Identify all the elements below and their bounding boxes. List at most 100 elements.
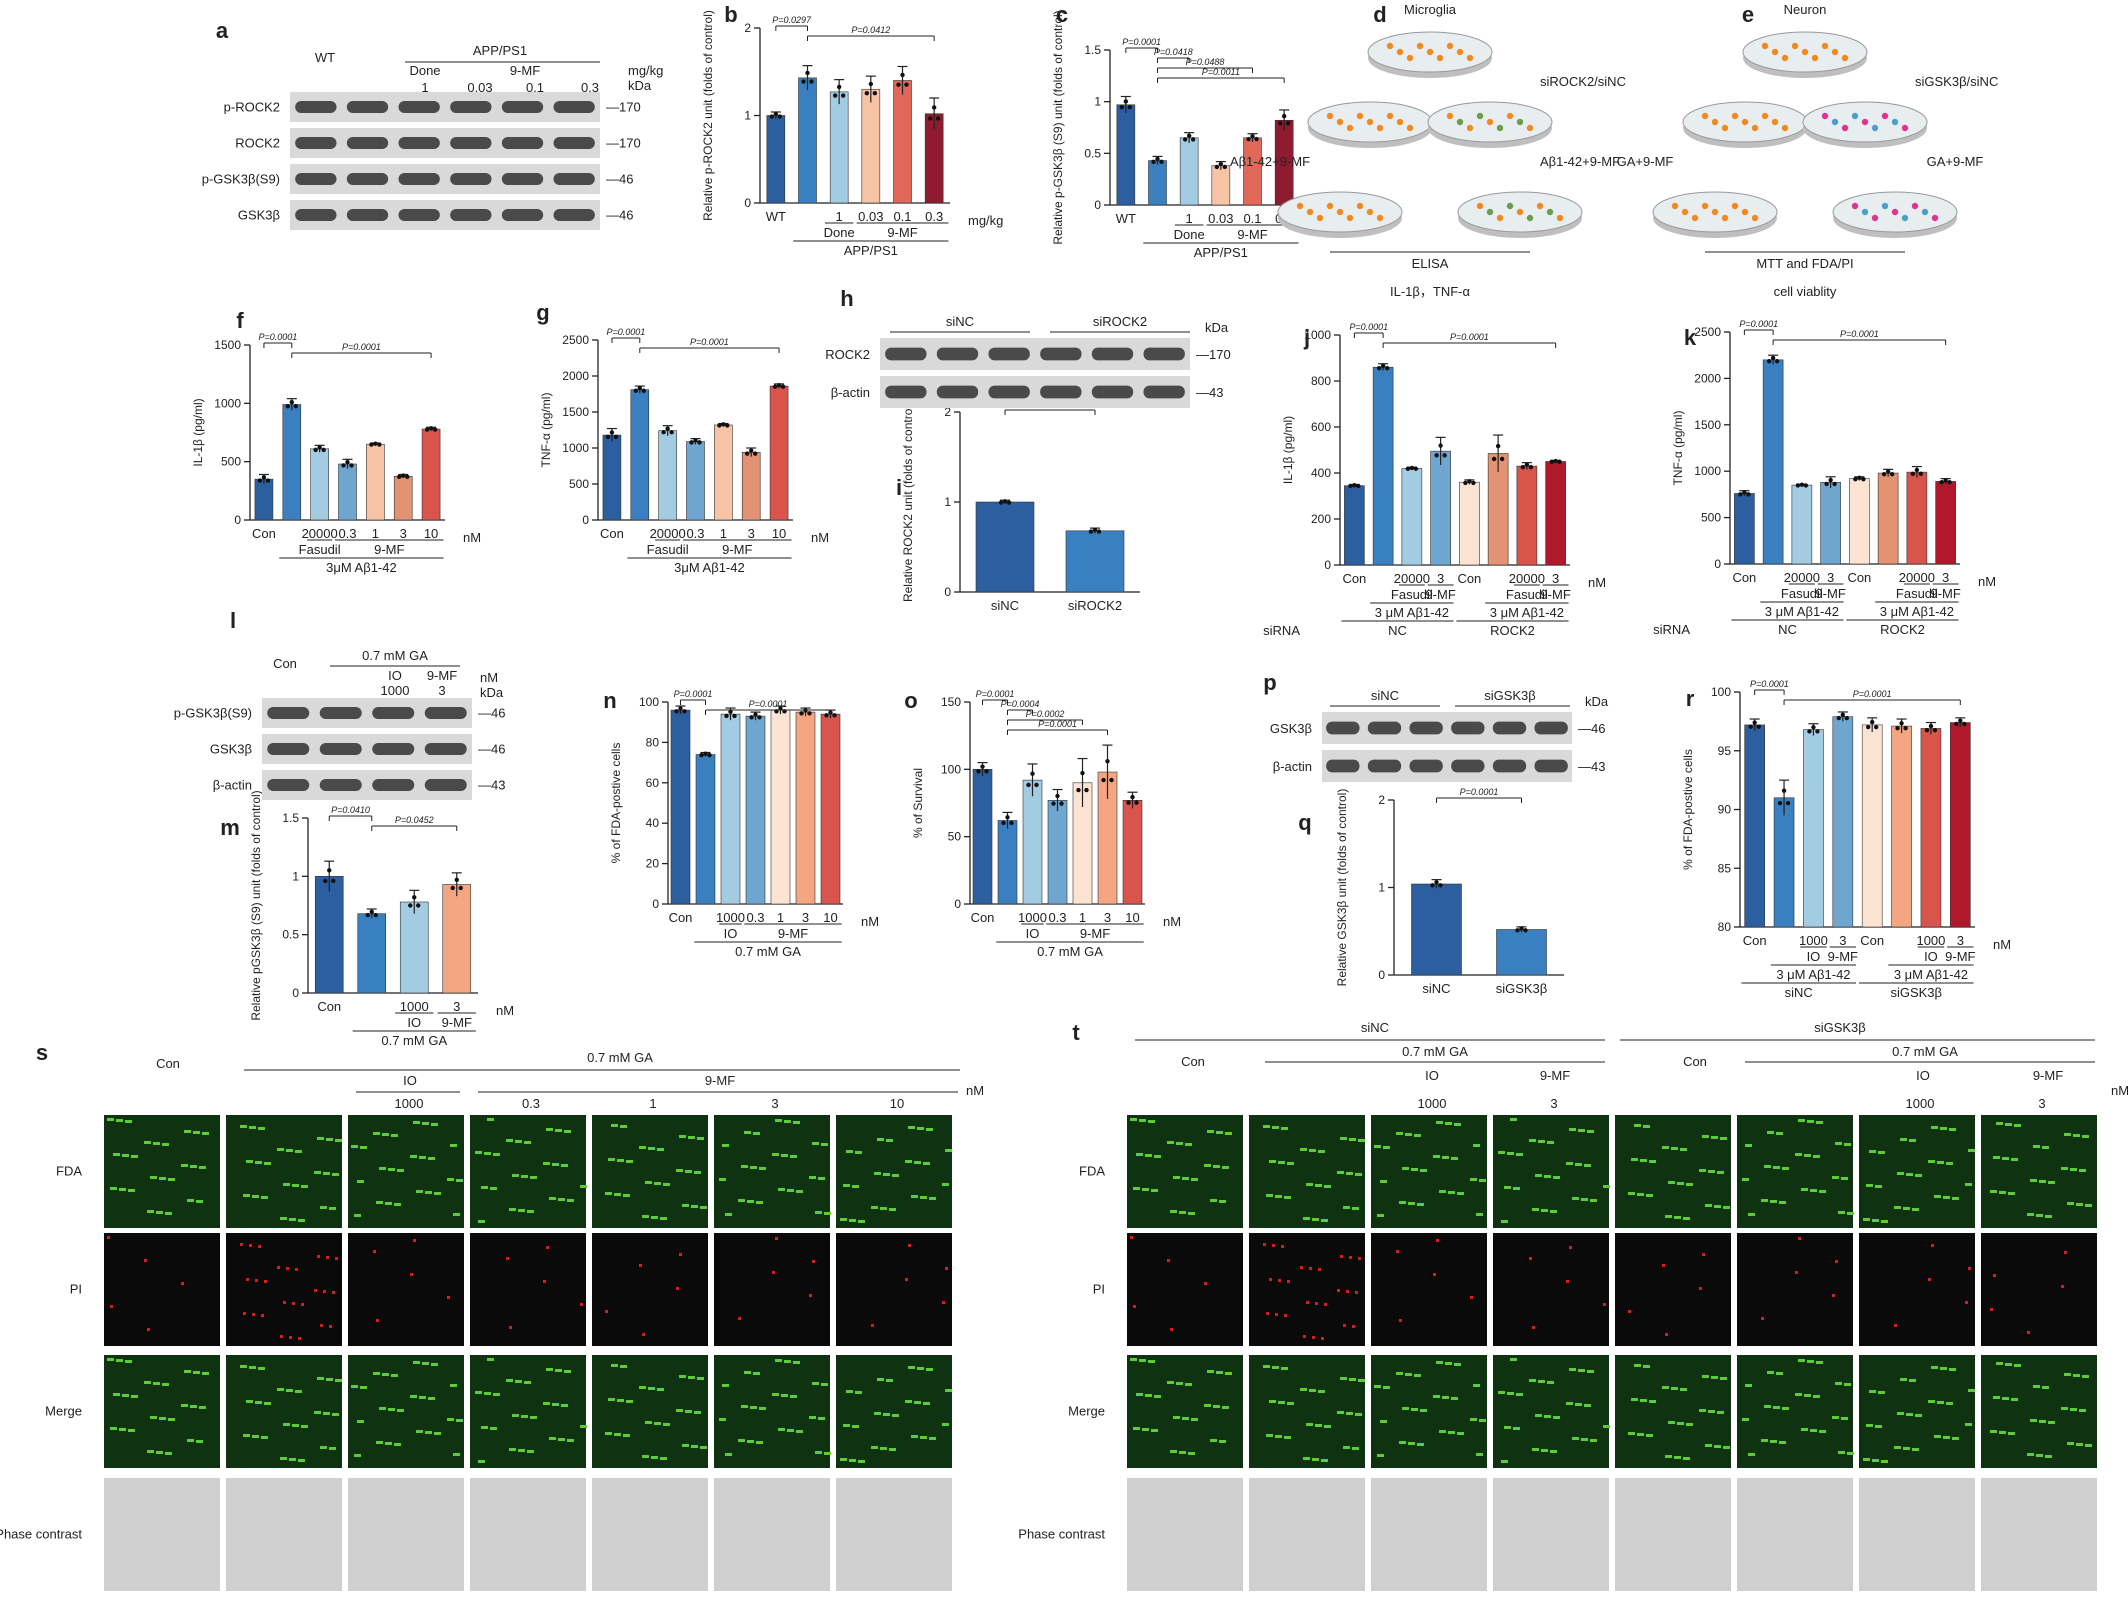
cell [840, 1218, 847, 1221]
cell [1139, 1359, 1146, 1362]
y-tick-label: 1000 [1304, 328, 1331, 342]
data-point [725, 423, 730, 428]
micrograph-tile [470, 1233, 586, 1346]
cell [1433, 1395, 1440, 1398]
cell [1770, 1200, 1777, 1203]
cell [258, 1367, 265, 1370]
data-point [1799, 482, 1805, 487]
cell [660, 1457, 667, 1460]
cell [1872, 1459, 1879, 1462]
cell [1321, 1219, 1328, 1222]
cell-dot [1681, 208, 1689, 216]
cell [1498, 1391, 1505, 1394]
cell [2045, 1455, 2052, 1458]
cell [1835, 1260, 1838, 1263]
cell [1572, 1437, 1579, 1440]
cell-dot [1486, 208, 1494, 216]
cell [1130, 1236, 1133, 1239]
cell [1513, 1427, 1520, 1430]
cell [1628, 1192, 1635, 1195]
data-point [1222, 164, 1228, 170]
cell [1819, 1190, 1826, 1193]
x-tick-label: 3 [1552, 571, 1559, 586]
cell [1358, 1379, 1365, 1382]
cell [787, 1189, 794, 1192]
y-axis-label: TNF-α (pg/ml) [1671, 411, 1685, 486]
group-label: Fasudil [1391, 587, 1433, 602]
micrograph-tile [1859, 1478, 1975, 1591]
group-label: 3μM Aβ1-42 [326, 560, 397, 575]
data-point [1746, 492, 1751, 497]
cell [1801, 1428, 1808, 1431]
cell [252, 1313, 255, 1316]
cell [329, 1207, 336, 1210]
cell [1544, 1175, 1551, 1178]
cell-dot [1296, 202, 1304, 210]
x-tick-label: 1 [777, 910, 784, 925]
bar [741, 452, 761, 521]
cell [639, 1146, 646, 1149]
cell [1569, 1246, 1572, 1249]
blot-p-header: siNC siGSK3β kDa [1330, 688, 1609, 709]
cell-dot [1546, 208, 1554, 216]
data-point [732, 713, 737, 719]
data-point [1182, 137, 1188, 142]
data-point [724, 713, 729, 719]
cell [1723, 1206, 1730, 1209]
header-ga: 0.7 mM GA [1402, 1044, 1468, 1059]
data-point [416, 903, 421, 908]
sirna-label: siRNA [1653, 622, 1690, 637]
cell [1906, 1413, 1913, 1416]
cell [2033, 1385, 2040, 1388]
micrograph-tile [836, 1115, 952, 1228]
panel-letter-c: c [1056, 2, 1068, 27]
cell [1968, 1149, 1975, 1152]
data-point [265, 478, 271, 483]
data-point [703, 751, 708, 756]
cell [685, 1170, 692, 1173]
blot-band [936, 385, 979, 399]
cell [1173, 1416, 1180, 1419]
cell-dot [1386, 42, 1394, 50]
cell [1136, 1153, 1143, 1156]
micrograph-tile [104, 1115, 220, 1228]
cell-dot [1901, 124, 1909, 132]
blot-row-label: ROCK2 [825, 347, 870, 362]
cell [1142, 1428, 1149, 1431]
cell-dot [1691, 214, 1699, 222]
blot-band [1367, 759, 1402, 773]
data-point [405, 474, 410, 479]
x-tick-label: 1 [720, 526, 727, 541]
data-point [1748, 724, 1753, 729]
cell [1906, 1173, 1913, 1176]
cell [1278, 1401, 1285, 1404]
cell [1779, 1441, 1786, 1444]
group-label: 9-MF [442, 1015, 472, 1030]
cell [1773, 1166, 1780, 1169]
cell [116, 1119, 123, 1122]
data-point [1499, 456, 1505, 462]
bar [602, 434, 622, 521]
cell-dot [1366, 118, 1374, 126]
cell [1968, 1389, 1975, 1392]
cell [926, 1128, 933, 1131]
cell [1287, 1162, 1294, 1165]
cell [181, 1282, 184, 1285]
data-point [1857, 475, 1862, 481]
cell [332, 1413, 339, 1416]
cell [1665, 1455, 1672, 1458]
blot-band [346, 209, 389, 221]
micrograph-tile [1981, 1355, 2097, 1468]
cell [1668, 1421, 1675, 1424]
cell [682, 1444, 689, 1447]
cell [447, 1178, 454, 1181]
data-point [1752, 720, 1757, 725]
bar [1148, 160, 1167, 206]
group-label: Done [1174, 227, 1205, 242]
blot-strip [1322, 712, 1572, 744]
cell [1139, 1119, 1146, 1122]
x-tick-label: siNC [991, 598, 1019, 613]
cell [796, 1190, 803, 1193]
blot-band [1409, 759, 1443, 773]
